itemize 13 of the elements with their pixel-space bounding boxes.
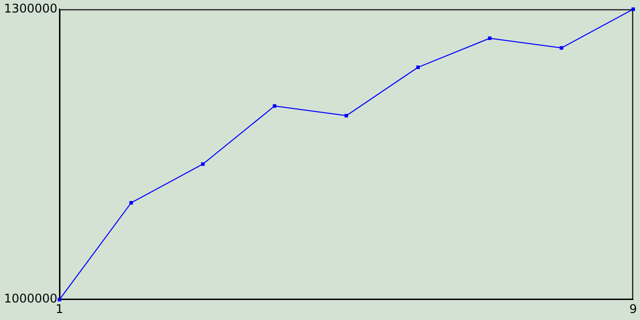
point (58, 298, 62, 302)
point (201, 162, 205, 166)
point (560, 46, 564, 50)
point (416, 66, 420, 70)
x-tick-label: 9 (629, 302, 638, 316)
point (488, 36, 492, 40)
point (344, 114, 348, 118)
y-tick-label: 1300000 (4, 1, 58, 16)
point (129, 201, 133, 205)
point (631, 7, 635, 11)
x-tick-label: 1 (56, 302, 64, 316)
point (272, 104, 276, 108)
y-tick-label: 1000000 (4, 292, 58, 306)
